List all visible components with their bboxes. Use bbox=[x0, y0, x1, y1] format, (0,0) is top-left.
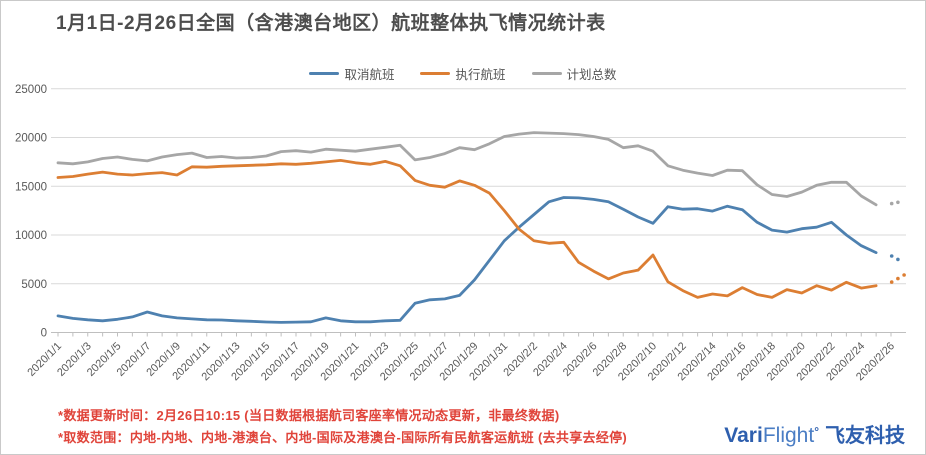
legend-label-executed: 执行航班 bbox=[455, 68, 506, 82]
legend-item-cancelled-flights: 取消航班 bbox=[309, 64, 394, 83]
logo-text-flight: Flight bbox=[762, 424, 815, 447]
footnote-update-time: *数据更新时间：2月26日10:15 (当日数据根据航司客座率情况动态更新，非最… bbox=[58, 408, 560, 423]
series-projection-dot-2 bbox=[889, 201, 894, 206]
series-line-1 bbox=[56, 158, 878, 299]
logo-degree-mark: ° bbox=[814, 424, 819, 439]
legend-swatch-cancelled bbox=[309, 71, 340, 76]
y-tick-label: 10000 bbox=[15, 230, 47, 242]
series-projection-dot-1 bbox=[896, 276, 900, 281]
footnote-data-scope: *取数范围：内地-内地、内地-港澳台、内地-国际及港澳台-国际所有民航客运航班 … bbox=[58, 430, 628, 445]
legend-swatch-planned bbox=[531, 71, 562, 76]
y-tick-label: 5000 bbox=[21, 279, 47, 291]
logo-text-cn: 飞友科技 bbox=[825, 425, 905, 447]
y-tick-label: 20000 bbox=[15, 133, 47, 145]
series-projection-dot-0 bbox=[889, 254, 894, 258]
legend-item-planned-total: 计划总数 bbox=[531, 64, 617, 83]
legend-item-executed-flights: 执行航班 bbox=[420, 64, 506, 83]
legend-swatch-executed bbox=[420, 71, 451, 76]
y-tick-label: 25000 bbox=[15, 84, 47, 96]
series-projection-dot-0 bbox=[896, 257, 900, 262]
y-tick-label: 15000 bbox=[15, 181, 47, 193]
series-projection-dot-2 bbox=[896, 200, 900, 205]
chart-legend: 取消航班 执行航班 计划总数 bbox=[1, 64, 925, 83]
series-line-2 bbox=[56, 131, 878, 207]
series-projection-dot-1 bbox=[902, 273, 906, 277]
series-line-0 bbox=[56, 196, 878, 324]
series-projection-dot-1 bbox=[889, 280, 894, 284]
legend-label-planned: 计划总数 bbox=[566, 68, 617, 82]
y-tick-label: 0 bbox=[41, 328, 47, 340]
variflight-logo: VariFlight° 飞友科技 bbox=[724, 419, 905, 448]
chart-title: 1月1日-2月26日全国（含港澳台地区）航班整体执飞情况统计表 bbox=[56, 13, 606, 34]
logo-text-vari: Vari bbox=[724, 424, 763, 447]
legend-label-cancelled: 取消航班 bbox=[344, 68, 395, 82]
